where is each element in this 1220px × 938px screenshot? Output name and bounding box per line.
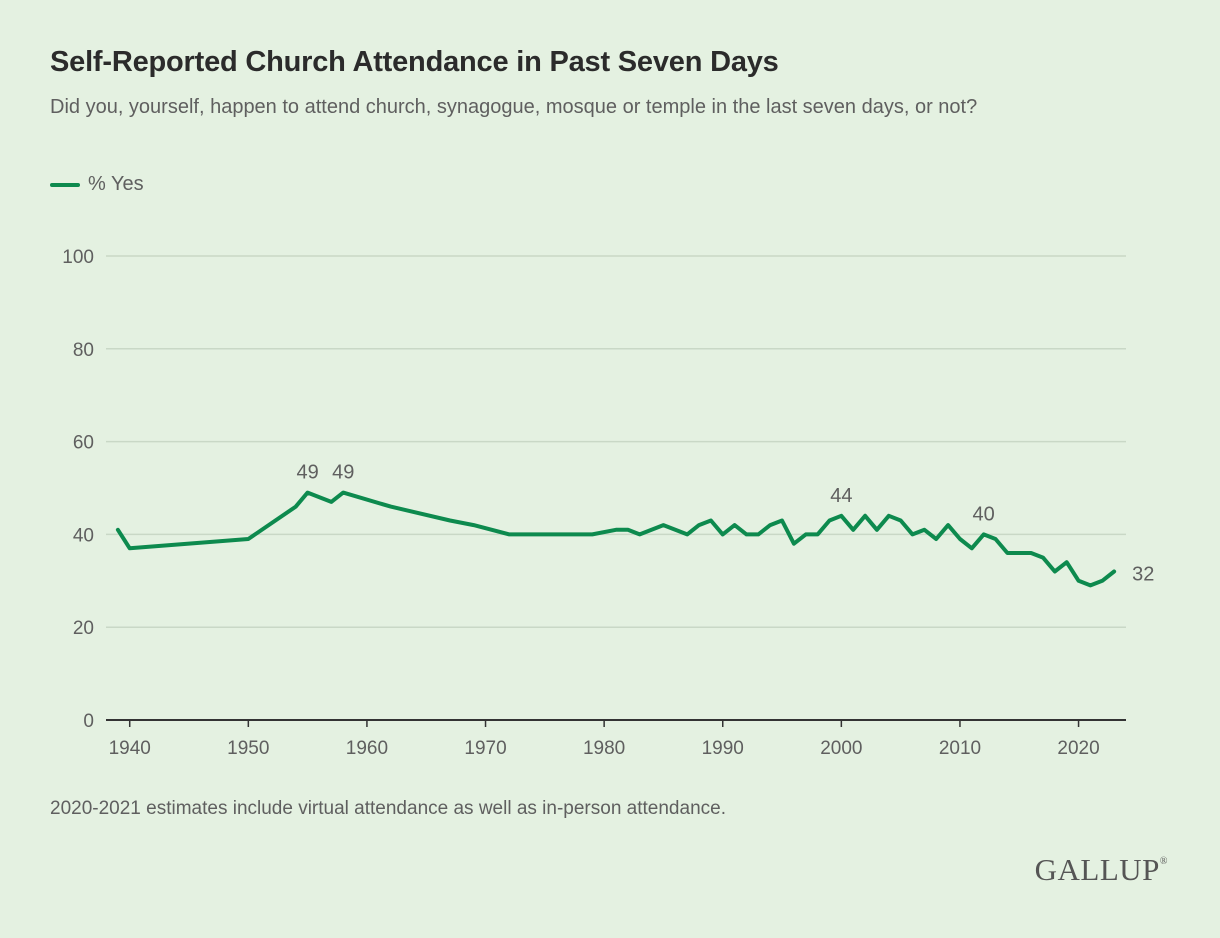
data-label-1958: 49 (332, 462, 354, 484)
y-tick-label-0: 0 (83, 711, 94, 732)
x-tick-label-2020: 2020 (1057, 738, 1099, 759)
data-label-2023: 32 (1132, 564, 1154, 586)
y-tick-label-40: 40 (73, 525, 94, 546)
x-tick-label-2000: 2000 (820, 738, 862, 759)
chart-subtitle: Did you, yourself, happen to attend chur… (50, 96, 978, 118)
y-tick-label-20: 20 (73, 618, 94, 639)
line-chart: 0 20 40 60 80 100 1940 1950 1960 1970 1980 1990 2000… (62, 247, 1154, 759)
x-tick-label-2010: 2010 (939, 738, 981, 759)
chart-legend: % Yes (50, 173, 144, 196)
data-label-2012: 40 (973, 503, 995, 525)
x-tick-label-1980: 1980 (583, 738, 625, 759)
brand-name: GALLUP (1034, 852, 1160, 887)
x-tick-label-1990: 1990 (702, 738, 744, 759)
y-tick-label-100: 100 (62, 247, 94, 268)
x-tick-label-1940: 1940 (109, 738, 151, 759)
y-tick-label-60: 60 (73, 433, 94, 454)
data-label-2000: 44 (830, 485, 852, 507)
x-tick-label-1960: 1960 (346, 738, 388, 759)
legend-swatch (50, 182, 80, 187)
data-label-1955: 49 (297, 462, 319, 484)
x-tick-label-1950: 1950 (227, 738, 269, 759)
legend-label: % Yes (88, 173, 144, 195)
series-line-yes (115, 490, 1117, 588)
chart-title: Self-Reported Church Attendance in Past … (50, 46, 779, 78)
brand-logo: GALLUP® (1035, 852, 1168, 888)
y-tick-label-80: 80 (73, 340, 94, 361)
chart-note: 2020-2021 estimates include virtual atte… (50, 798, 726, 819)
x-tick-label-1970: 1970 (464, 738, 506, 759)
brand-registered-mark: ® (1159, 856, 1168, 867)
